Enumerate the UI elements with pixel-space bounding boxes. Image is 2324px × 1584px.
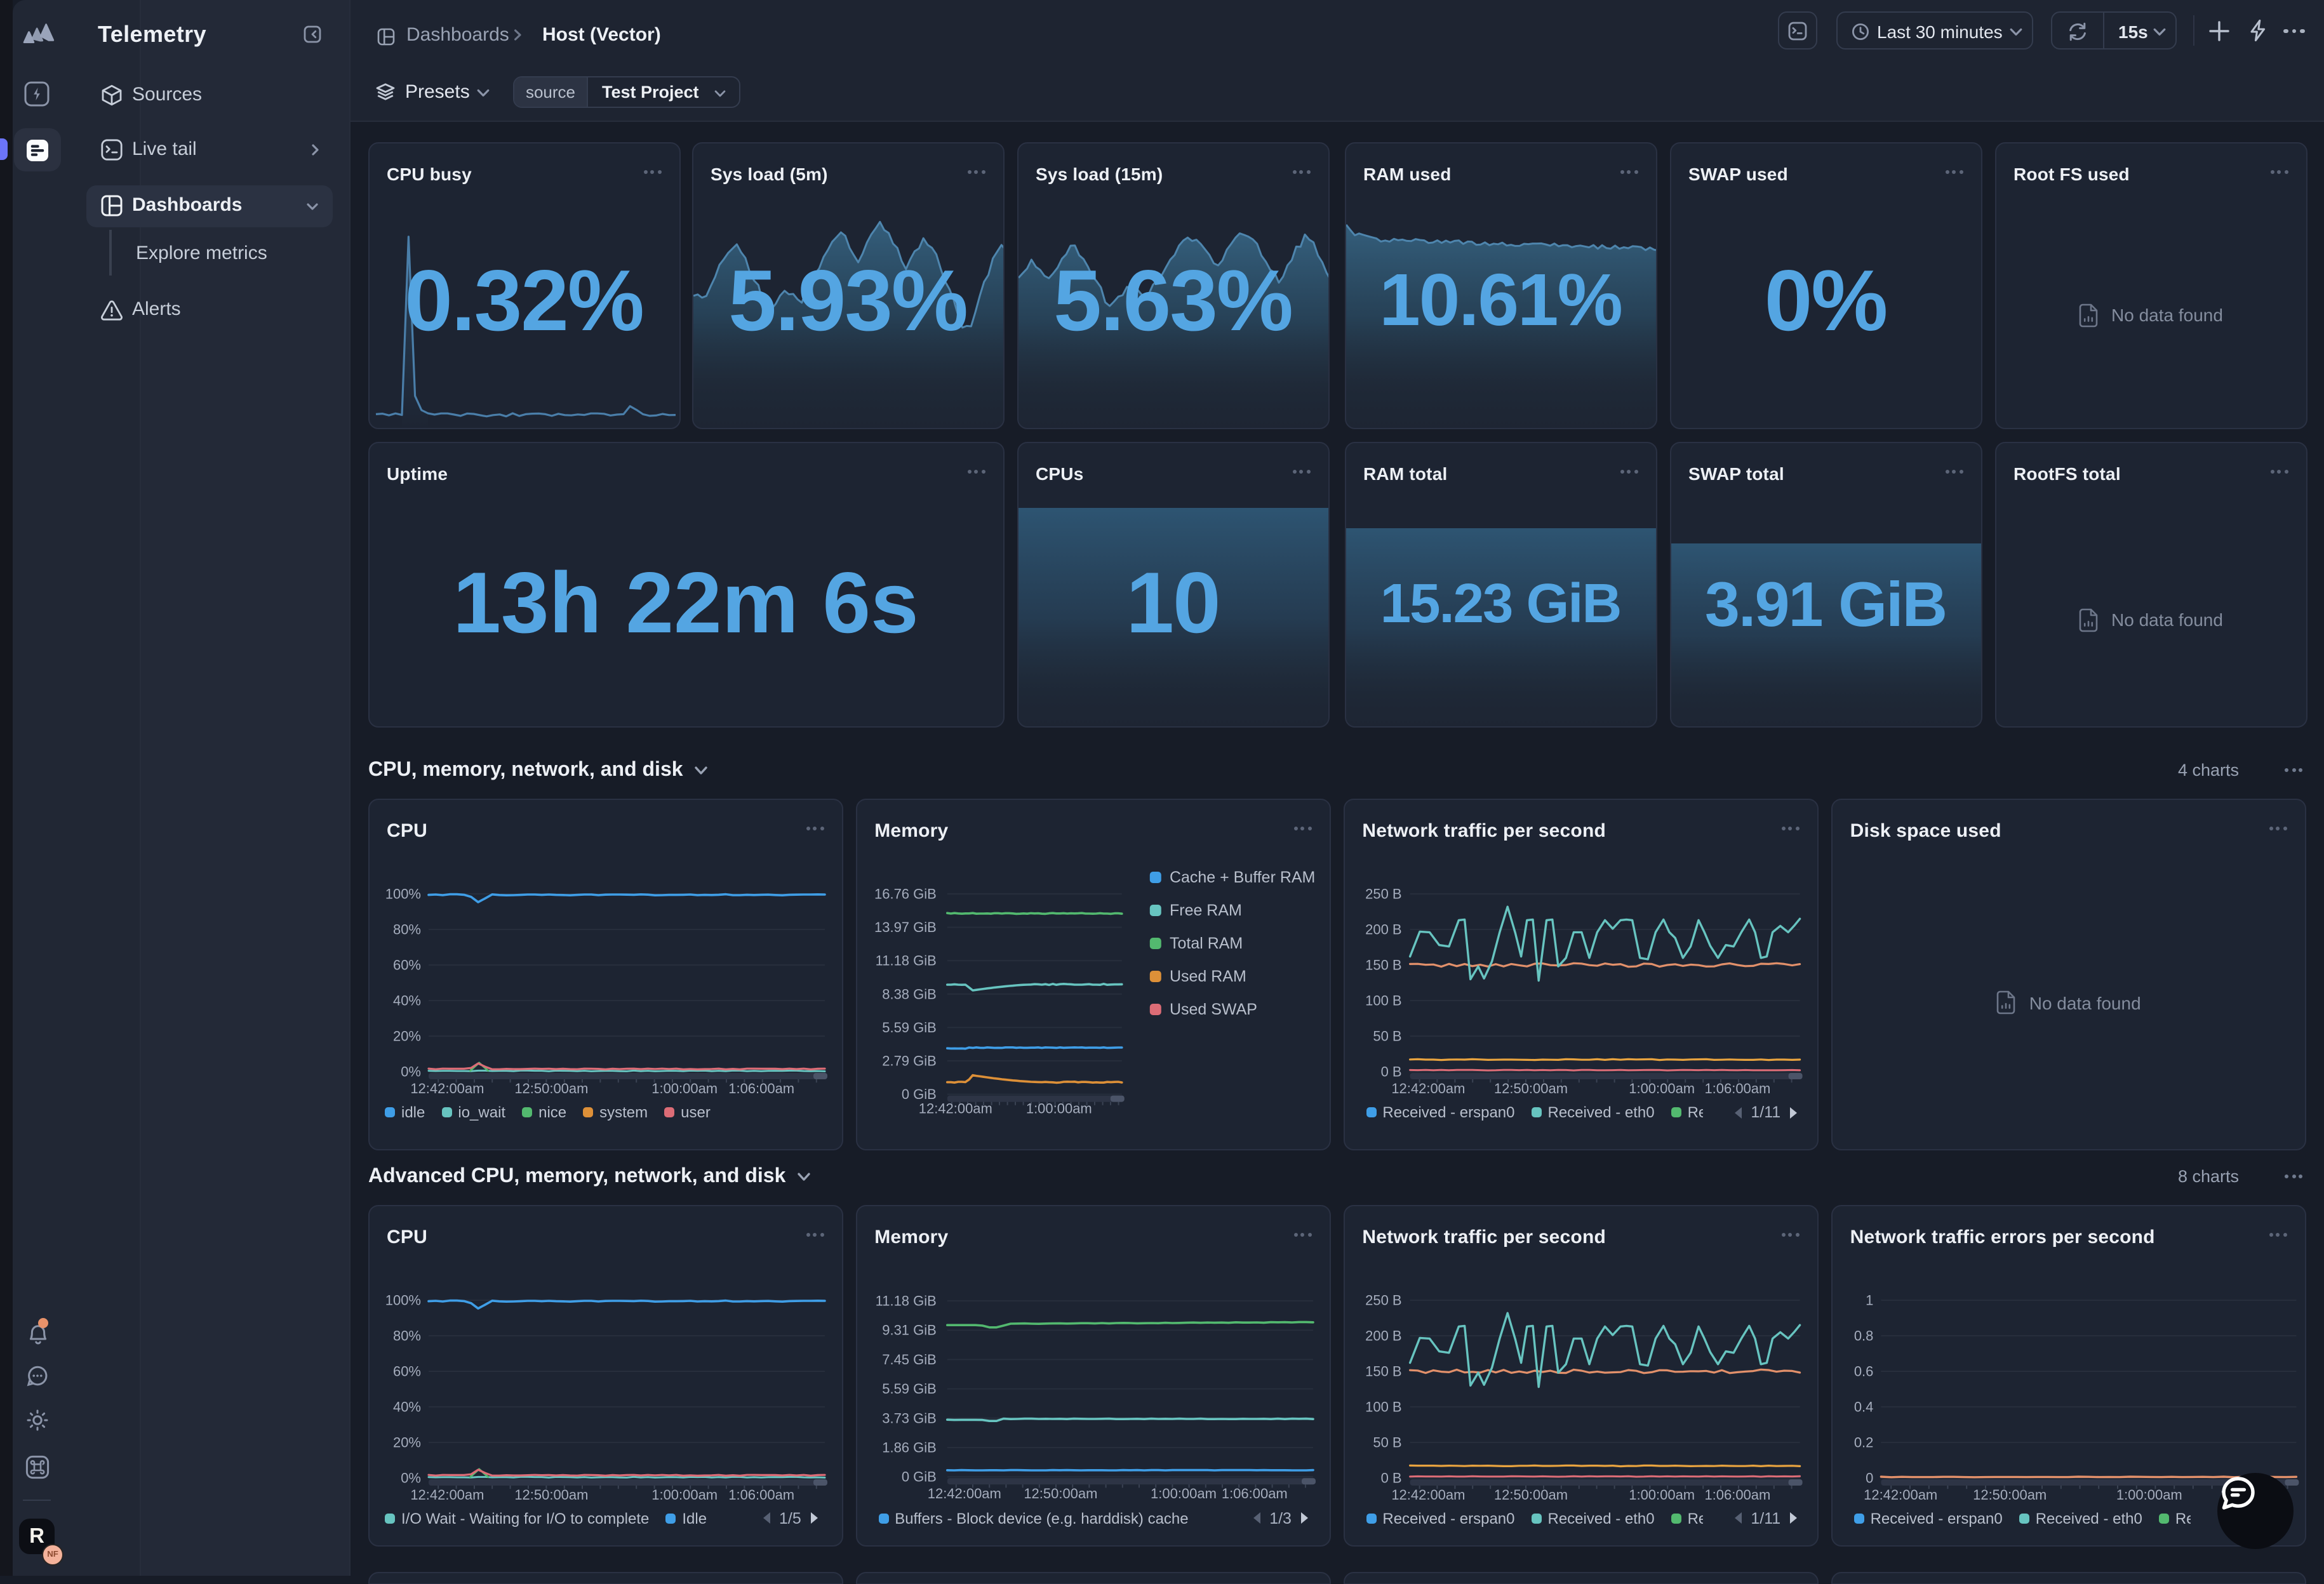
svg-text:60%: 60% [392, 1363, 420, 1379]
svg-text:0 B: 0 B [1380, 1063, 1401, 1079]
svg-text:1:00:00am: 1:00:00am [1629, 1486, 1695, 1502]
svg-text:1:06:00am: 1:06:00am [728, 1486, 794, 1502]
svg-text:1:00:00am: 1:00:00am [2116, 1486, 2182, 1502]
svg-text:Used SWAP: Used SWAP [1169, 1001, 1257, 1018]
svg-text:16.76 GiB: 16.76 GiB [874, 886, 936, 902]
svg-text:12:42:00am: 12:42:00am [410, 1081, 483, 1096]
svg-text:9.31 GiB: 9.31 GiB [881, 1322, 936, 1338]
svg-text:80%: 80% [392, 922, 420, 938]
svg-text:8.38 GiB: 8.38 GiB [881, 986, 936, 1002]
svg-text:20%: 20% [392, 1434, 420, 1449]
svg-text:Cache + Buffer RAM: Cache + Buffer RAM [1169, 869, 1314, 886]
svg-text:200 B: 200 B [1365, 922, 1401, 938]
svg-text:Total RAM: Total RAM [1169, 935, 1242, 952]
svg-text:0.6: 0.6 [1853, 1363, 1873, 1379]
svg-text:100%: 100% [385, 886, 420, 902]
svg-text:1:00:00am: 1:00:00am [1025, 1101, 1092, 1117]
svg-text:12:42:00am: 12:42:00am [927, 1485, 1001, 1501]
svg-text:100 B: 100 B [1365, 992, 1401, 1008]
svg-text:12:50:00am: 12:50:00am [1024, 1485, 1097, 1501]
svg-text:3.73 GiB: 3.73 GiB [881, 1409, 936, 1425]
svg-text:40%: 40% [392, 992, 420, 1008]
svg-text:50 B: 50 B [1373, 1434, 1401, 1449]
svg-text:250 B: 250 B [1365, 886, 1401, 902]
svg-text:1:06:00am: 1:06:00am [1704, 1486, 1770, 1502]
svg-text:100 B: 100 B [1365, 1398, 1401, 1414]
svg-text:12:42:00am: 12:42:00am [1864, 1486, 1937, 1502]
svg-text:1:00:00am: 1:00:00am [651, 1081, 717, 1096]
svg-text:1: 1 [1866, 1292, 1873, 1308]
svg-text:1:06:00am: 1:06:00am [728, 1081, 794, 1096]
svg-text:0: 0 [1866, 1469, 1873, 1485]
svg-text:1.86 GiB: 1.86 GiB [881, 1439, 936, 1454]
svg-text:12:50:00am: 12:50:00am [1973, 1486, 2047, 1502]
svg-text:50 B: 50 B [1373, 1028, 1401, 1044]
svg-text:Free RAM: Free RAM [1169, 902, 1241, 919]
svg-text:0.2: 0.2 [1853, 1434, 1873, 1449]
svg-text:12:50:00am: 12:50:00am [514, 1486, 587, 1502]
svg-text:1:06:00am: 1:06:00am [1221, 1485, 1287, 1501]
svg-text:5.59 GiB: 5.59 GiB [881, 1020, 936, 1035]
svg-text:60%: 60% [392, 957, 420, 973]
svg-text:1:06:00am: 1:06:00am [1704, 1081, 1770, 1096]
svg-text:7.45 GiB: 7.45 GiB [881, 1351, 936, 1367]
svg-text:0%: 0% [400, 1469, 420, 1485]
svg-text:1:00:00am: 1:00:00am [1629, 1081, 1695, 1096]
svg-text:12:42:00am: 12:42:00am [918, 1101, 992, 1117]
svg-text:0.4: 0.4 [1853, 1398, 1873, 1414]
svg-text:200 B: 200 B [1365, 1328, 1401, 1343]
svg-text:40%: 40% [392, 1398, 420, 1414]
svg-text:150 B: 150 B [1365, 957, 1401, 973]
svg-text:100%: 100% [385, 1292, 420, 1308]
svg-text:20%: 20% [392, 1028, 420, 1044]
svg-text:11.18 GiB: 11.18 GiB [875, 1293, 936, 1308]
svg-text:Used RAM: Used RAM [1169, 968, 1246, 985]
svg-text:150 B: 150 B [1365, 1363, 1401, 1379]
svg-text:11.18 GiB: 11.18 GiB [875, 953, 936, 969]
svg-text:80%: 80% [392, 1328, 420, 1343]
svg-text:2.79 GiB: 2.79 GiB [881, 1053, 936, 1068]
svg-text:12:42:00am: 12:42:00am [1391, 1486, 1465, 1502]
svg-text:5.59 GiB: 5.59 GiB [881, 1380, 936, 1396]
svg-text:12:50:00am: 12:50:00am [1493, 1486, 1567, 1502]
svg-text:0 B: 0 B [1380, 1469, 1401, 1485]
svg-text:0.8: 0.8 [1853, 1328, 1873, 1343]
svg-text:12:50:00am: 12:50:00am [1493, 1081, 1567, 1096]
svg-text:12:42:00am: 12:42:00am [410, 1486, 483, 1502]
svg-text:1:00:00am: 1:00:00am [1150, 1485, 1216, 1501]
svg-text:0 GiB: 0 GiB [901, 1468, 936, 1484]
svg-text:12:42:00am: 12:42:00am [1391, 1081, 1465, 1096]
svg-text:1:00:00am: 1:00:00am [651, 1486, 717, 1502]
svg-text:13.97 GiB: 13.97 GiB [874, 919, 936, 935]
svg-text:250 B: 250 B [1365, 1292, 1401, 1308]
svg-text:12:50:00am: 12:50:00am [514, 1081, 587, 1096]
svg-text:0%: 0% [400, 1063, 420, 1079]
svg-text:0 GiB: 0 GiB [901, 1086, 936, 1102]
